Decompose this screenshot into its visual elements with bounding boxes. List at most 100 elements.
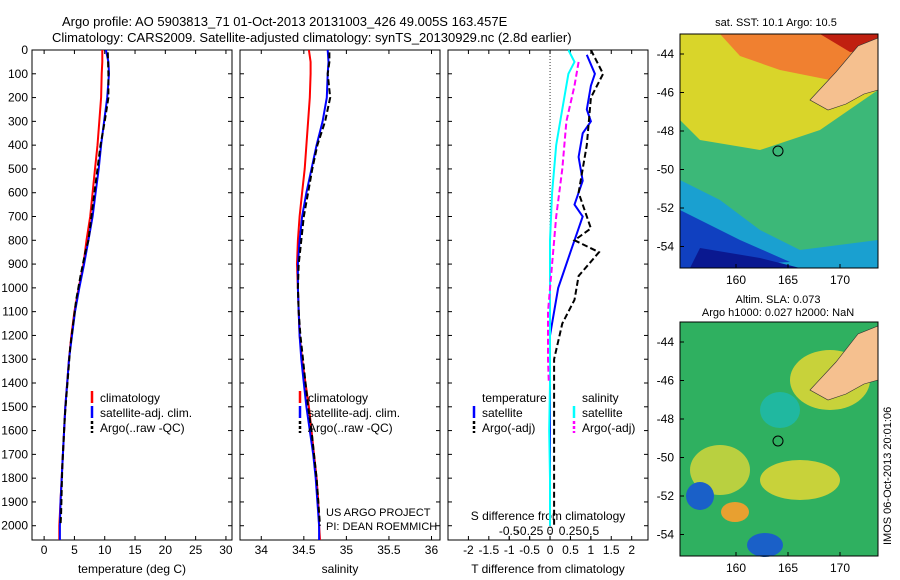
x-tick-label: 1.5 bbox=[603, 543, 620, 557]
legend-label: climatology bbox=[308, 391, 368, 405]
y-tick-label: 1900 bbox=[1, 495, 28, 509]
x-axis-label: salinity bbox=[322, 562, 359, 576]
y-tick-label: 2000 bbox=[1, 519, 28, 533]
x-tick-label: 0.5 bbox=[562, 543, 579, 557]
x-tick-label: 1 bbox=[588, 543, 595, 557]
sst-map-title: sat. SST: 10.1 Argo: 10.5 bbox=[715, 17, 837, 29]
y-tick-label: 1300 bbox=[1, 352, 28, 366]
plot-frame bbox=[447, 49, 649, 541]
sst-hot-north bbox=[720, 34, 878, 80]
x-tick-label: 15 bbox=[128, 543, 142, 557]
y-tick-label: 500 bbox=[8, 162, 28, 176]
sla-lon-ticks: 160 165 170 bbox=[726, 552, 850, 575]
legend-label: Argo(..raw -QC) bbox=[308, 421, 393, 435]
y-tick-label: 1400 bbox=[1, 376, 28, 390]
y-tick-label: 700 bbox=[8, 210, 28, 224]
credit-line1: US ARGO PROJECT bbox=[326, 507, 431, 519]
lon-tick-label: 160 bbox=[726, 561, 746, 575]
sla-float-marker bbox=[772, 435, 784, 447]
sla-map: -44 -46 -48 -50 -52 -54 160 165 170 bbox=[657, 321, 879, 575]
profile-panels: 0100200300400500600700800900100011001200… bbox=[1, 43, 649, 576]
s-tick-label: -0.5 bbox=[499, 524, 520, 538]
lat-tick-label: -48 bbox=[657, 412, 675, 426]
y-tick-label: 0 bbox=[21, 43, 28, 57]
sla-yellow-blob bbox=[690, 445, 750, 495]
y-tick-label: 1000 bbox=[1, 281, 28, 295]
series-line bbox=[547, 61, 580, 384]
legend-label: Argo(-adj) bbox=[582, 421, 635, 435]
y-tick-label: 1600 bbox=[1, 424, 28, 438]
sst-coldest-south bbox=[690, 248, 800, 268]
legend-label: satellite-adj. clim. bbox=[100, 406, 192, 420]
y-tick-label: 600 bbox=[8, 186, 28, 200]
x-tick-label: 34 bbox=[255, 543, 269, 557]
x-axis-label: temperature (deg C) bbox=[78, 562, 186, 576]
figure-title-line1: Argo profile: AO 5903813_71 01-Oct-2013 … bbox=[62, 14, 508, 29]
sla-map-title1: Altim. SLA: 0.073 bbox=[736, 294, 821, 306]
x-tick-label: 30 bbox=[219, 543, 233, 557]
x-tick-label: -1.5 bbox=[478, 543, 499, 557]
lat-tick-label: -52 bbox=[657, 489, 675, 503]
sla-orange-blob bbox=[721, 502, 749, 522]
plot-frame bbox=[31, 49, 233, 541]
profile-panel-2: 34 34.5 35 35.5 36 salinity climatologysatelli… bbox=[239, 49, 441, 576]
series-line bbox=[296, 52, 332, 526]
lat-tick-label: -50 bbox=[657, 163, 675, 177]
y-tick-label: 1700 bbox=[1, 447, 28, 461]
sla-yellow-blob bbox=[760, 460, 840, 500]
x-tick-label: -2 bbox=[463, 543, 474, 557]
y-tick-label: 800 bbox=[8, 233, 28, 247]
legend-label: Argo(..raw -QC) bbox=[100, 421, 185, 435]
lat-tick-label: -46 bbox=[657, 86, 675, 100]
y-tick-label: 200 bbox=[8, 91, 28, 105]
lon-tick-label: 170 bbox=[830, 273, 850, 287]
x-tick-label: 2 bbox=[628, 543, 635, 557]
y-tick-label: 1200 bbox=[1, 328, 28, 342]
s-tick-label: 0.5 bbox=[583, 524, 600, 538]
profile-panel-1: 0100200300400500600700800900100011001200… bbox=[1, 43, 233, 576]
x-tick-label: 35.5 bbox=[377, 543, 401, 557]
x-tick-label: 5 bbox=[71, 543, 78, 557]
y-tick-label: 1100 bbox=[2, 305, 28, 319]
legend-label: satellite bbox=[582, 406, 623, 420]
x-tick-label: 0 bbox=[547, 543, 554, 557]
y-tick-label: 1800 bbox=[1, 471, 28, 485]
y-tick-label: 300 bbox=[8, 114, 28, 128]
sla-blue-blob bbox=[686, 482, 714, 510]
s-tick-label: 0.25 bbox=[559, 524, 583, 538]
sst-float-marker bbox=[772, 145, 784, 157]
profile-panel-3: -2 -1.5 -1 -0.5 0 0.5 1 1.5 2T difference from c… bbox=[447, 49, 649, 576]
lat-tick-label: -50 bbox=[657, 451, 675, 465]
sla-blue-blob bbox=[747, 533, 783, 557]
credit-line2: PI: DEAN ROEMMICH bbox=[326, 521, 437, 533]
plot-frame bbox=[239, 49, 441, 541]
sla-cyan-blob bbox=[760, 392, 800, 428]
y-tick-label: 1500 bbox=[1, 400, 28, 414]
legend-label: satellite-adj. clim. bbox=[308, 406, 400, 420]
legend-title: salinity bbox=[582, 391, 619, 405]
x-tick-label: 36 bbox=[425, 543, 439, 557]
s-axis-label: S difference from climatology bbox=[471, 509, 626, 523]
legend-label: climatology bbox=[100, 391, 160, 405]
lon-tick-label: 160 bbox=[726, 273, 746, 287]
series-line bbox=[548, 49, 576, 526]
x-tick-label: 35 bbox=[340, 543, 354, 557]
y-tick-label: 400 bbox=[8, 138, 28, 152]
x-tick-label: 25 bbox=[189, 543, 203, 557]
sla-map-title2: Argo h1000: 0.027 h2000: NaN bbox=[702, 307, 854, 319]
x-axis-label: T difference from climatology bbox=[471, 562, 625, 576]
lat-tick-label: -54 bbox=[657, 240, 675, 254]
lon-tick-label: 165 bbox=[778, 561, 798, 575]
s-tick-label: -0.25 bbox=[516, 524, 544, 538]
legend-title: temperature bbox=[482, 391, 547, 405]
lat-tick-label: -54 bbox=[657, 528, 675, 542]
x-tick-label: 10 bbox=[98, 543, 112, 557]
lon-tick-label: 170 bbox=[830, 561, 850, 575]
lon-tick-label: 165 bbox=[778, 273, 798, 287]
s-tick-label: 0 bbox=[547, 524, 554, 538]
sla-lat-ticks: -44 -46 -48 -50 -52 -54 bbox=[657, 335, 684, 542]
sst-lon-ticks: 160 165 170 bbox=[726, 264, 850, 287]
legend-label: Argo(-adj) bbox=[482, 421, 535, 435]
x-tick-label: 0 bbox=[41, 543, 48, 557]
